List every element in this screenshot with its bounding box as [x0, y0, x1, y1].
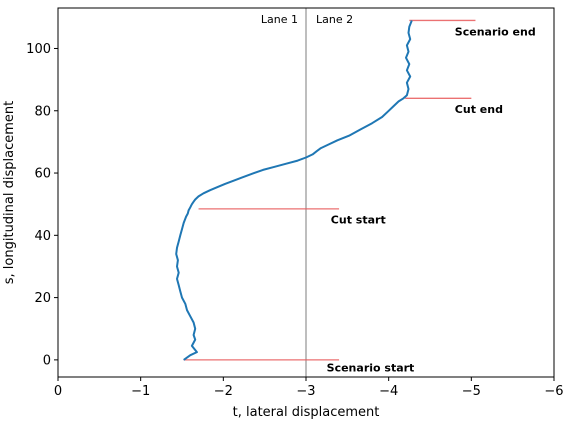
lane-divider-layer: Lane 1 Lane 2 [261, 8, 353, 377]
event-label: Scenario end [455, 25, 536, 38]
plot-area: Lane 1 Lane 2 Scenario start Cut start Cut … [57, 7, 555, 378]
event-label: Cut start [331, 214, 386, 227]
y-axis-label: s, longitudinal displacement [2, 101, 17, 284]
x-tick-label: −5 [462, 384, 481, 399]
x-tick-label: −3 [296, 384, 315, 399]
y-tick-label: 20 [34, 291, 51, 306]
x-tick-label: −4 [379, 384, 398, 399]
y-axis-ticks: 0 20 40 60 80 100 [26, 42, 58, 368]
lane-2-label: Lane 2 [316, 13, 353, 26]
x-tick-label: −1 [131, 384, 150, 399]
y-tick-label: 80 [34, 104, 51, 119]
event-markers-layer: Scenario start Cut start Cut end Scenario e… [183, 19, 536, 375]
lane-1-label: Lane 1 [261, 13, 298, 26]
trajectory-series-line [175, 20, 413, 361]
x-axis-label: t, lateral displacement [233, 405, 380, 420]
y-tick-label: 40 [34, 229, 51, 244]
y-tick-label: 0 [43, 353, 51, 368]
y-tick-label: 60 [34, 167, 51, 182]
series-layer [175, 20, 413, 361]
x-tick-label: −2 [214, 384, 233, 399]
event-label: Scenario start [327, 362, 415, 375]
event-label: Cut end [455, 103, 503, 116]
y-tick-label: 100 [26, 42, 51, 57]
x-tick-label: −6 [544, 384, 563, 399]
x-tick-label: 0 [54, 384, 62, 399]
x-axis-ticks: 0 −1 −2 −3 −4 −5 −6 [54, 377, 564, 399]
